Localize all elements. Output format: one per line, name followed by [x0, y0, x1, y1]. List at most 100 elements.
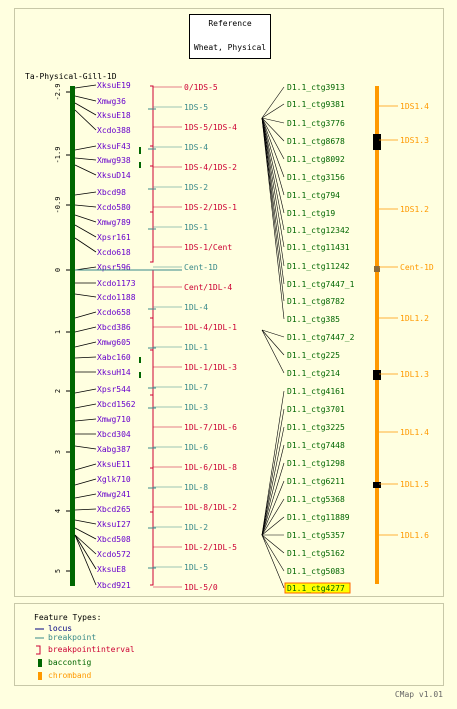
breakpoint-label: Cent-1D [184, 263, 218, 272]
legend-swatch [36, 645, 41, 655]
contig-connector [261, 117, 285, 142]
legend-swatch [38, 672, 42, 680]
contig-label: D1.1_ctg4277 [287, 584, 345, 593]
contig-connector [261, 117, 285, 302]
locus-connector [74, 534, 97, 586]
contig-label: D1.1_ctg8092 [287, 155, 345, 164]
contig-connector [261, 480, 285, 536]
chromband-label: 1DL1.4 [400, 428, 429, 437]
reference-title-box: Reference Wheat, Physical [189, 14, 271, 59]
chromband-block [373, 134, 381, 150]
locus-label: Xcdo572 [97, 550, 131, 559]
breakpoint-label: 1DL-6 [184, 443, 208, 452]
contig-connector [261, 117, 285, 320]
locus-label: Xpsr544 [97, 385, 131, 394]
locus-label: Xglk710 [97, 475, 131, 484]
locus-label: Xcdo388 [97, 126, 131, 135]
contig-label: D1.1_ctg19 [287, 209, 335, 218]
contig-connector [261, 444, 285, 536]
locus-connector [74, 95, 97, 102]
breakpoint-label: 1DS-5 [184, 103, 208, 112]
centromere-band [374, 266, 380, 272]
breakpoint-interval-bracket [150, 511, 154, 586]
contig-label: D1.1_ctg12342 [287, 226, 350, 235]
contig-label: D1.1_ctg5368 [287, 495, 345, 504]
contig-label: D1.1_ctg1298 [287, 459, 345, 468]
left-map-bar [70, 86, 75, 586]
contig-label: D1.1_ctg8678 [287, 137, 345, 146]
locus-connector [74, 109, 97, 131]
contig-connector [261, 516, 285, 536]
contig-label: D1.1_ctg794 [287, 191, 340, 200]
chromband-label: 1DL1.2 [400, 314, 429, 323]
breakpoint-label: 0/1DS-5 [184, 83, 218, 92]
locus-label: XksuD14 [97, 171, 131, 180]
breakpoint-label: 1DL-4/1DL-1 [184, 323, 237, 332]
contig-label: D1.1_ctg4161 [287, 387, 345, 396]
breakpoint-label: 1DL-7/1DL-6 [184, 423, 237, 432]
axis-tick-label: 0 [54, 268, 62, 272]
contig-connector [261, 408, 285, 536]
breakpoint-label: 1DS-1 [184, 223, 208, 232]
contig-label: D1.1_ctg3913 [287, 83, 345, 92]
contig-connector [261, 117, 285, 248]
locus-label: XksuE11 [97, 460, 131, 469]
locus-connector [74, 84, 97, 89]
axis-tick-label: 2 [54, 389, 62, 393]
axis-tick-label: -2.9 [54, 84, 62, 101]
locus-connector [74, 293, 97, 298]
contig-connector [261, 534, 285, 589]
locus-label: Xpsr161 [97, 233, 131, 242]
legend-item-baccontig: baccontig [48, 658, 92, 667]
contig-connector [261, 329, 285, 356]
chromband-label: 1DL1.6 [400, 531, 429, 540]
contig-label: D1.1_ctg11242 [287, 262, 350, 271]
footer-version: CMap v1.01 [394, 690, 443, 699]
contig-connector [261, 390, 285, 536]
contig-connector [261, 426, 285, 536]
breakpoint-interval-bracket [150, 394, 154, 469]
locus-connector [74, 463, 97, 471]
contig-label: D1.1_ctg7447_2 [287, 333, 355, 342]
contig-label: D1.1_ctg3701 [287, 405, 345, 414]
chromband-label: Cent-1D [400, 263, 434, 272]
breakpoint-label: 1DL-2/1DL-5 [184, 543, 237, 552]
legend-swatch [38, 659, 42, 667]
contig-label: D1.1_ctg7448 [287, 441, 345, 450]
locus-label: Xbcd304 [97, 430, 131, 439]
contig-connector [261, 329, 285, 338]
locus-label: Xbcd1562 [97, 400, 136, 409]
locus-label: Xbcd508 [97, 535, 131, 544]
locus-label: Xabg387 [97, 445, 131, 454]
locus-connector [74, 204, 97, 208]
legend-frame [14, 603, 444, 686]
contig-label: D1.1_ctg3156 [287, 173, 345, 182]
contig-label: D1.1_ctg11889 [287, 513, 350, 522]
contig-connector [261, 117, 285, 214]
breakpoint-label: 1DS-1/Cent [184, 243, 232, 252]
breakpoint-label: 1DL-4 [184, 303, 208, 312]
locus-label: XksuF43 [97, 142, 131, 151]
locus-connector [74, 445, 97, 450]
locus-label: Xbcd386 [97, 323, 131, 332]
contig-label: D1.1_ctg5162 [287, 549, 345, 558]
locus-connector [74, 356, 97, 359]
contig-label: D1.1_ctg3776 [287, 119, 345, 128]
contig-connector [261, 103, 285, 119]
locus-connector [74, 418, 97, 422]
chromband-label: 1DS1.4 [400, 102, 429, 111]
locus-connector [74, 164, 97, 176]
axis-tick-label: 5 [54, 569, 62, 573]
breakpoint-label: 1DL-8 [184, 483, 208, 492]
contig-connector [261, 86, 285, 119]
title-line-2: Wheat, Physical [193, 43, 267, 52]
contig-connector [261, 534, 285, 572]
locus-connector [74, 341, 97, 348]
locus-connector [74, 191, 97, 196]
locus-connector [74, 403, 97, 409]
locus-label: XksuE18 [97, 111, 131, 120]
contig-connector [261, 117, 285, 196]
chromband-bar [375, 86, 379, 584]
legend-item-breakpointinterval: breakpointinterval [48, 645, 135, 654]
contig-connector [261, 534, 285, 554]
